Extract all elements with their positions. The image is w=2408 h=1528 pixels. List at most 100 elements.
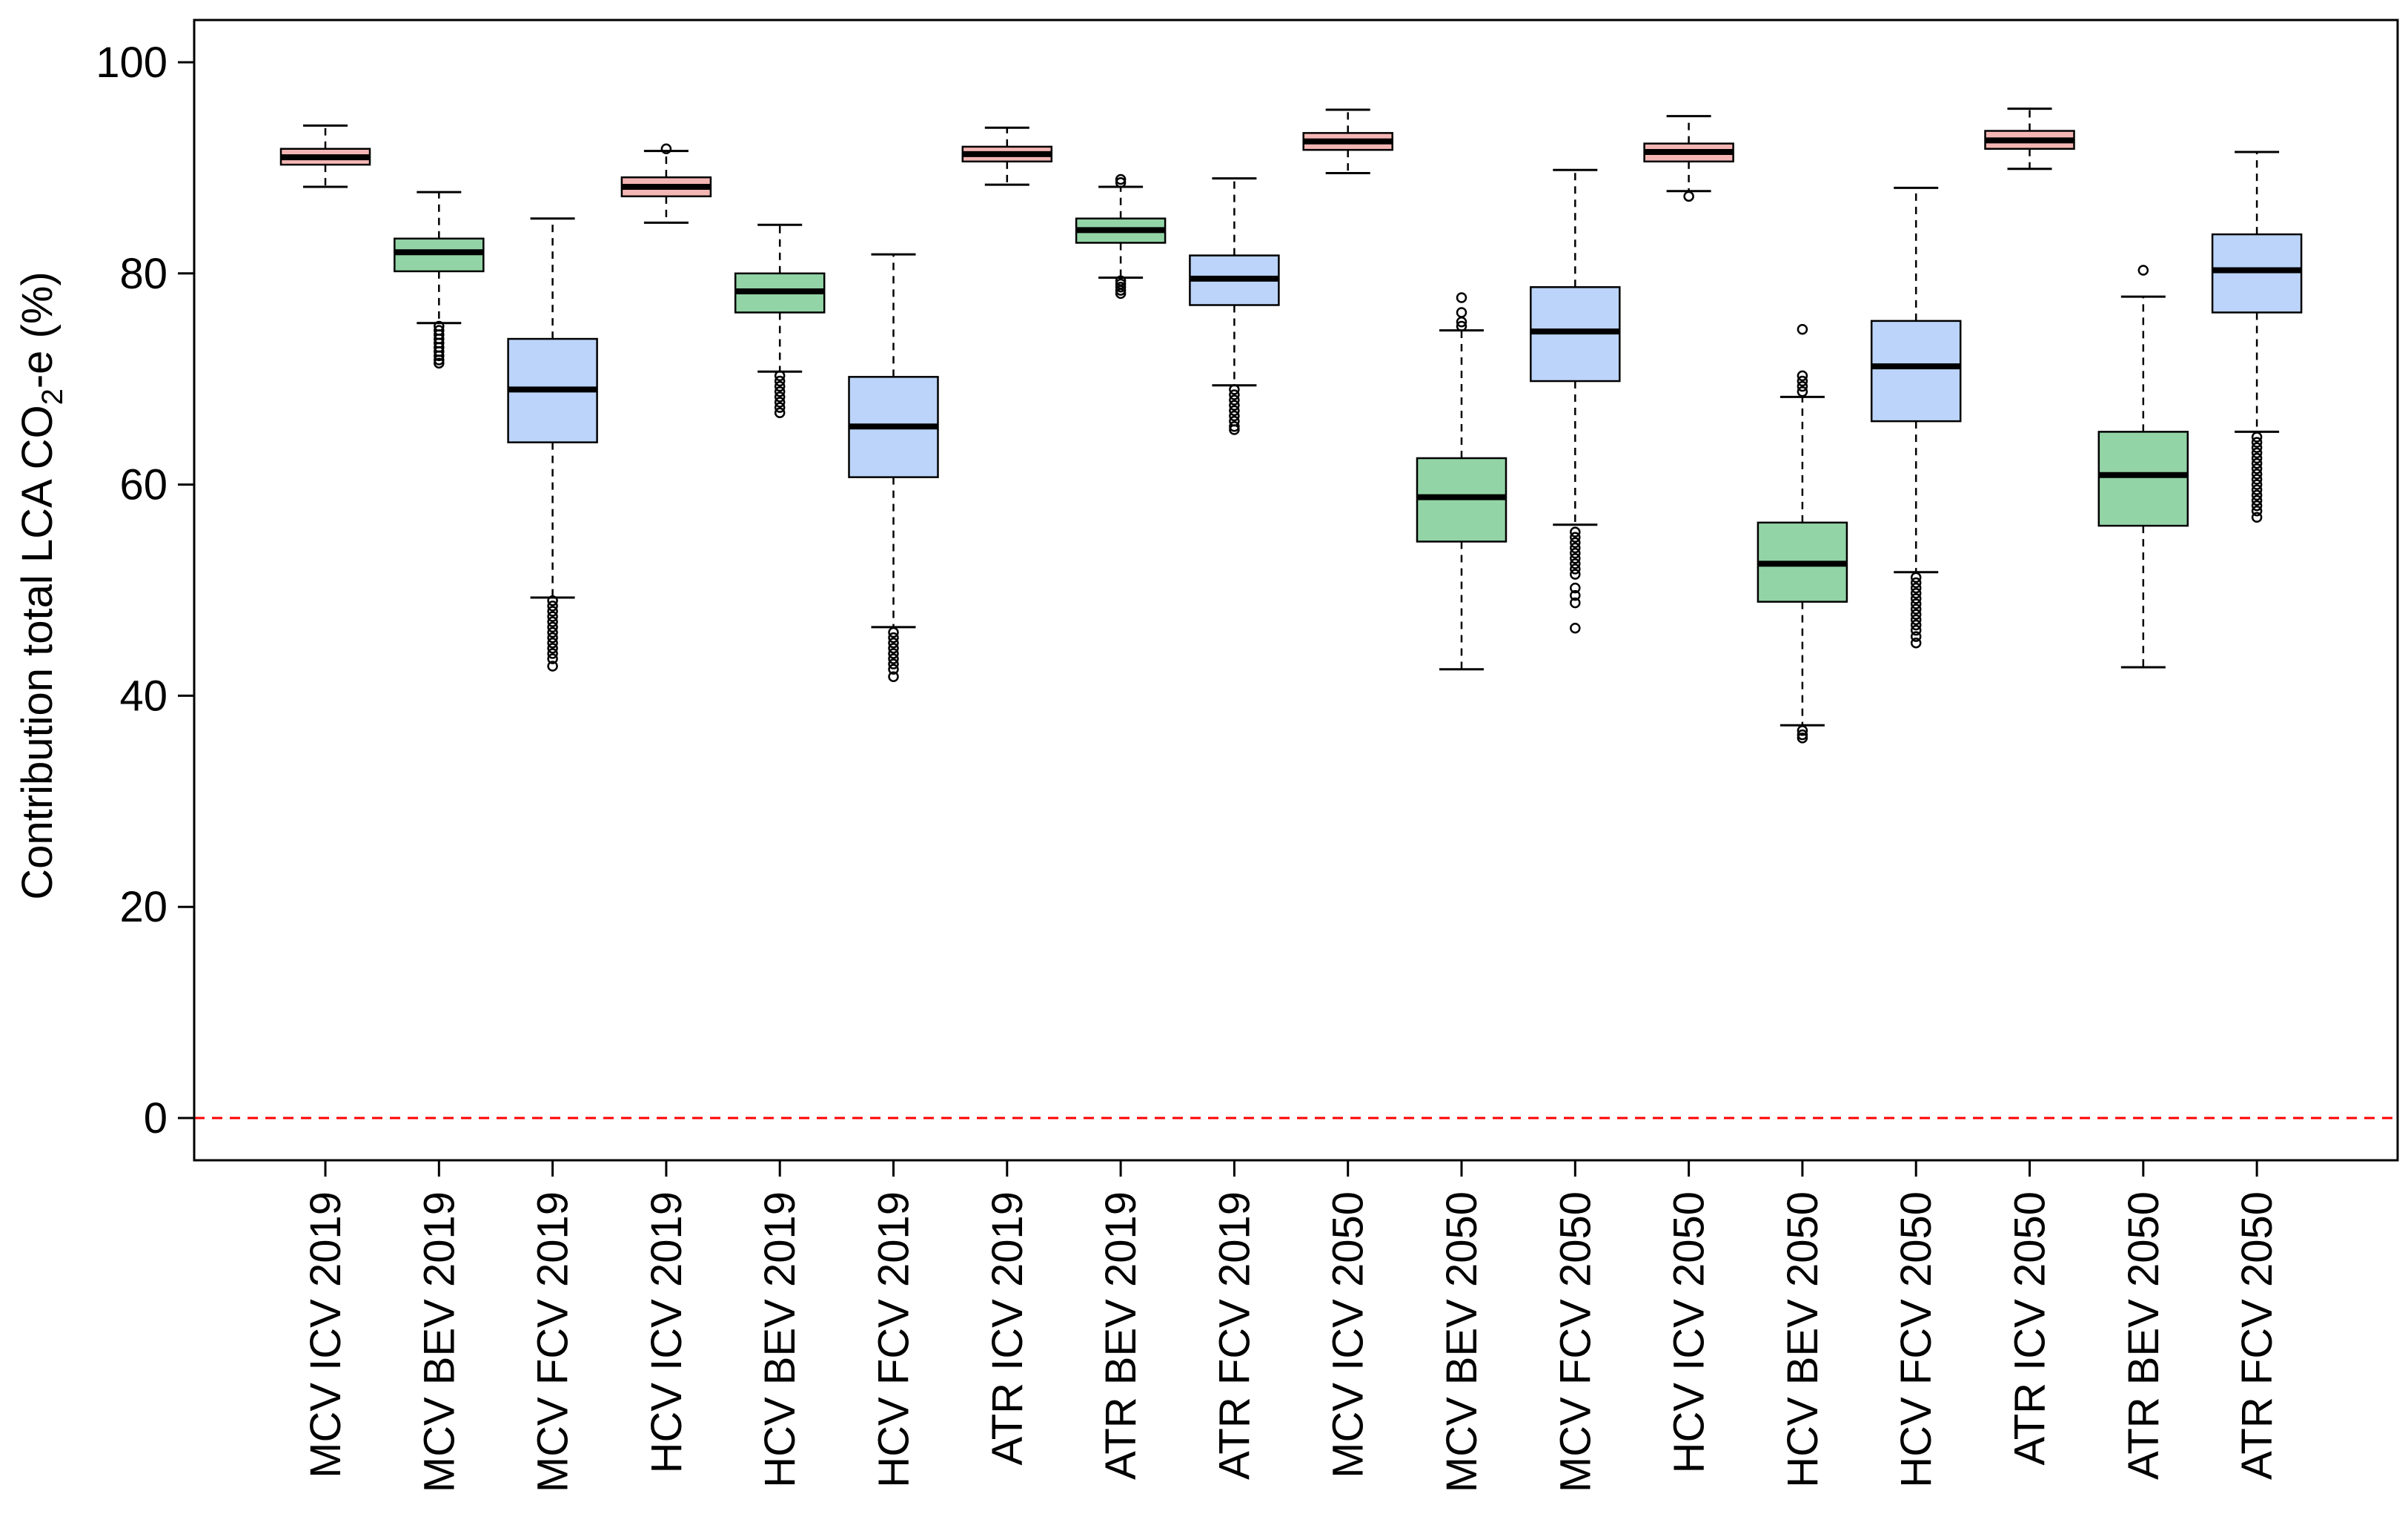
- outlier-point: [2251, 452, 2263, 464]
- x-tick-label: ATR ICV 2019: [984, 1191, 1032, 1466]
- outlier-point: [1910, 614, 1922, 626]
- x-tick-label: HCV BEV 2019: [756, 1191, 804, 1488]
- box-mcv-icv-2050: [1302, 108, 1393, 174]
- outlier-point: [1570, 542, 1581, 554]
- x-tick-label: ATR FCV 2050: [2233, 1191, 2281, 1480]
- outlier-point: [1683, 191, 1694, 202]
- outlier-point: [1910, 637, 1922, 649]
- outlier-point: [774, 370, 786, 382]
- outlier-point: [1910, 582, 1922, 594]
- box-atr-bev-2050: [2097, 265, 2189, 669]
- outlier-point: [547, 632, 558, 644]
- outlier-point: [1456, 307, 1467, 318]
- x-tick-label: ATR FCV 2019: [1210, 1191, 1258, 1480]
- x-tick-label: MCV ICV 2019: [302, 1191, 350, 1478]
- outlier-point: [1910, 598, 1922, 609]
- outlier-point: [1570, 569, 1581, 580]
- outlier-point: [1797, 380, 1808, 392]
- x-tick-label: HCV ICV 2050: [1665, 1191, 1714, 1473]
- y-tick-label: 40: [119, 672, 168, 720]
- x-tick-label: HCV BEV 2050: [1779, 1191, 1827, 1488]
- outlier-point: [547, 595, 558, 606]
- outlier-point: [2137, 265, 2149, 276]
- x-tick-label: HCV FCV 2019: [870, 1191, 918, 1488]
- outlier-point: [547, 601, 558, 612]
- x-tick-label: ATR ICV 2050: [2006, 1191, 2054, 1466]
- box-mcv-fcv-2050: [1530, 168, 1621, 634]
- outlier-point: [1910, 572, 1922, 583]
- plot-frame: [193, 19, 2399, 1162]
- outlier-point: [547, 653, 558, 664]
- y-axis-label: Contribution total LCA CO2-e (%): [13, 271, 69, 899]
- outlier-point: [1570, 553, 1581, 564]
- x-tick-label: HCV ICV 2019: [643, 1191, 691, 1473]
- outlier-point: [774, 407, 786, 419]
- outlier-point: [1570, 589, 1581, 601]
- outlier-point: [888, 632, 899, 644]
- outlier-point: [1570, 558, 1581, 569]
- outlier-point: [2251, 512, 2263, 523]
- outlier-point: [888, 637, 899, 649]
- outlier-point: [1910, 603, 1922, 615]
- outlier-point: [1910, 577, 1922, 589]
- outlier-point: [888, 626, 899, 638]
- outlier-point: [1797, 386, 1808, 397]
- outlier-point: [1910, 588, 1922, 599]
- outlier-point: [2251, 495, 2263, 506]
- outlier-point: [2251, 442, 2263, 453]
- outlier-point: [1910, 619, 1922, 631]
- outlier-point: [774, 397, 786, 408]
- outlier-point: [1229, 410, 1240, 422]
- y-tick-label: 80: [119, 250, 168, 298]
- y-axis-label-prefix: Contribution total LCA CO: [13, 405, 62, 899]
- y-axis-label-subscript: 2: [36, 388, 69, 405]
- outlier-point: [888, 664, 899, 675]
- outlier-point: [888, 653, 899, 664]
- x-tick-label: ATR BEV 2019: [1097, 1191, 1145, 1480]
- outlier-point: [1570, 526, 1581, 538]
- outlier-point: [547, 648, 558, 659]
- outlier-point: [1570, 563, 1581, 575]
- outlier-point: [774, 380, 786, 392]
- outlier-point: [888, 658, 899, 669]
- box-mcv-fcv-2019: [507, 217, 598, 672]
- outlier-point: [888, 643, 899, 654]
- outlier-point: [547, 616, 558, 627]
- box-mcv-icv-2019: [279, 124, 371, 188]
- outlier-point: [1570, 537, 1581, 549]
- box-atr-fcv-2019: [1189, 177, 1280, 435]
- x-tick-label: MCV FCV 2050: [1551, 1191, 1599, 1492]
- x-tick-label: ATR BEV 2050: [2120, 1191, 2168, 1480]
- outlier-point: [774, 375, 786, 387]
- outlier-point: [2251, 505, 2263, 517]
- outlier-point: [2251, 437, 2263, 448]
- box-hcv-icv-2019: [620, 143, 712, 224]
- outlier-point: [547, 661, 558, 672]
- x-tick-label: MCV BEV 2050: [1438, 1191, 1486, 1492]
- outlier-point: [2251, 463, 2263, 474]
- box-hcv-fcv-2019: [848, 253, 939, 683]
- outlier-point: [1229, 394, 1240, 406]
- outlier-point: [660, 143, 672, 154]
- box-iqr: [1870, 320, 1962, 423]
- outlier-point: [547, 621, 558, 633]
- outlier-point: [1797, 732, 1808, 744]
- outlier-point: [1229, 389, 1240, 400]
- outlier-point: [547, 643, 558, 654]
- box-atr-fcv-2050: [2211, 151, 2303, 523]
- outlier-point: [1115, 177, 1127, 188]
- y-tick-label: 0: [144, 1094, 168, 1142]
- outlier-point: [1910, 624, 1922, 636]
- outlier-point: [1910, 593, 1922, 604]
- outlier-point: [1115, 285, 1127, 296]
- box-hcv-fcv-2050: [1870, 186, 1962, 649]
- outlier-point: [2251, 484, 2263, 495]
- box-mcv-bev-2050: [1416, 292, 1508, 671]
- outlier-point: [2251, 447, 2263, 459]
- outlier-point: [2251, 479, 2263, 490]
- outlier-point: [1115, 288, 1127, 300]
- box-hcv-icv-2050: [1643, 115, 1734, 202]
- outlier-point: [1229, 400, 1240, 411]
- outlier-point: [547, 626, 558, 638]
